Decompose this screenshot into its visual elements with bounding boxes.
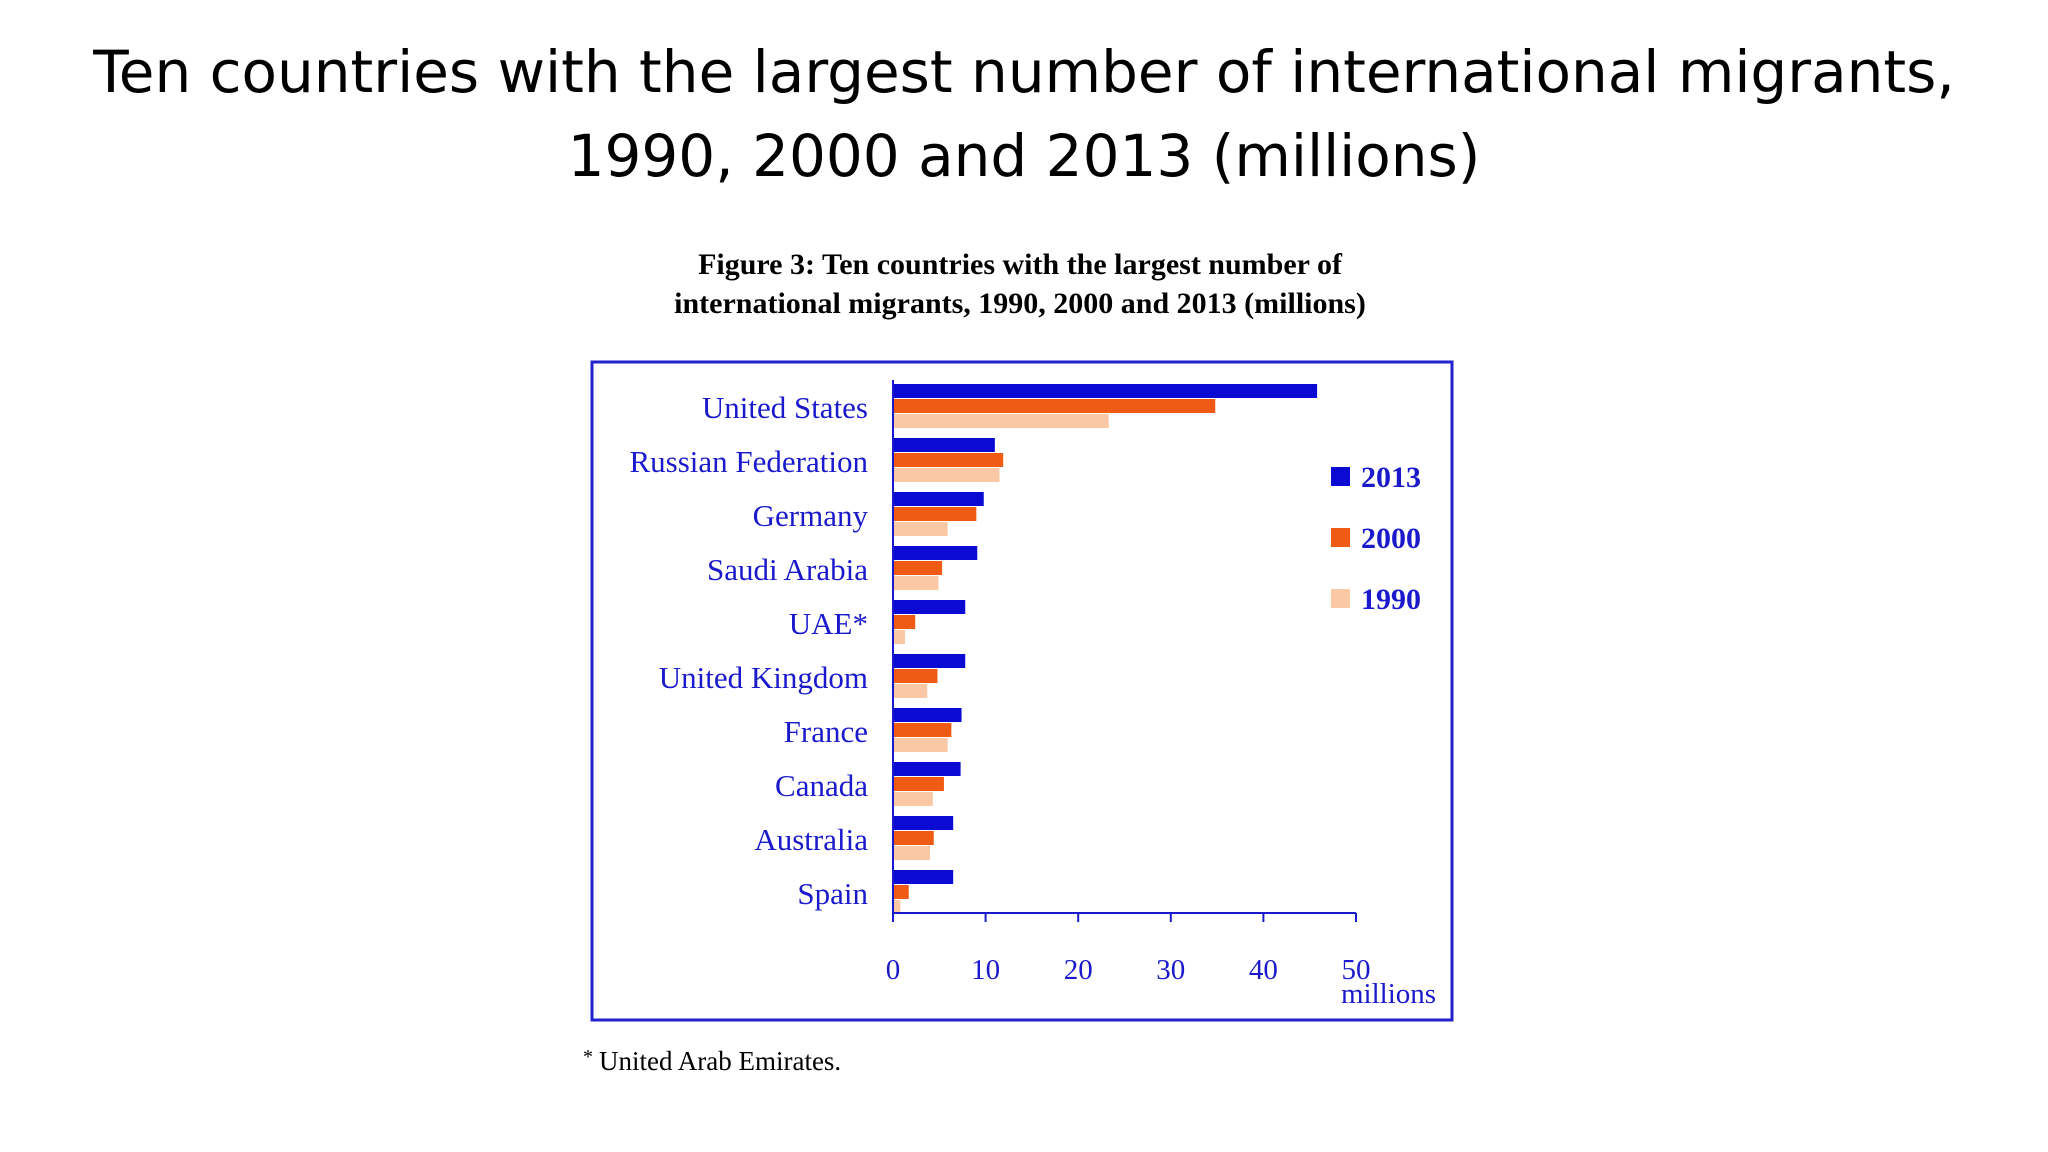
category-label: Germany — [753, 498, 869, 533]
bar-2013-7 — [893, 762, 961, 776]
category-label: United States — [702, 390, 868, 425]
bar-2000-7 — [893, 777, 944, 791]
bar-2000-3 — [893, 561, 943, 575]
bar-1990-5 — [893, 684, 928, 698]
x-tick-label: 20 — [1064, 954, 1093, 986]
footnote: * United Arab Emirates. — [583, 1046, 841, 1077]
category-label: Australia — [754, 822, 868, 857]
bar-2000-0 — [893, 399, 1216, 413]
bar-2013-2 — [893, 492, 984, 506]
category-label: Spain — [797, 876, 868, 911]
bar-2000-8 — [893, 831, 934, 845]
chart-frame — [590, 360, 1454, 1022]
bar-2013-1 — [893, 438, 995, 452]
bars-group — [893, 384, 1318, 914]
legend-swatch-1990 — [1331, 589, 1350, 608]
figure-caption: Figure 3: Ten countries with the largest… — [560, 245, 1480, 323]
bar-2013-4 — [893, 600, 966, 614]
x-tick-label: 0 — [886, 954, 901, 986]
figure-caption-line-2: international migrants, 1990, 2000 and 2… — [674, 287, 1366, 320]
category-label: Saudi Arabia — [707, 552, 868, 587]
legend-label: 2013 — [1361, 461, 1421, 494]
bar-1990-4 — [893, 630, 906, 644]
category-label: United Kingdom — [659, 660, 868, 695]
legend-swatch-2013 — [1331, 467, 1350, 486]
legend-label: 2000 — [1361, 522, 1421, 555]
footnote-text: United Arab Emirates. — [599, 1046, 842, 1076]
bar-1990-8 — [893, 846, 931, 860]
bar-2013-5 — [893, 654, 966, 668]
x-tick-label: 40 — [1249, 954, 1278, 986]
bar-1990-2 — [893, 522, 948, 536]
bar-1990-6 — [893, 738, 948, 752]
category-label: Russian Federation — [630, 444, 869, 479]
slide-title-line-1: Ten countries with the largest number of… — [93, 38, 1955, 106]
x-tick-label: 30 — [1156, 954, 1185, 986]
bar-2013-8 — [893, 816, 954, 830]
bar-1990-3 — [893, 576, 939, 590]
legend: 2013 2000 1990 — [1331, 461, 1421, 616]
x-axis-label: millions — [1341, 978, 1436, 1010]
bar-2000-5 — [893, 669, 938, 683]
bar-1990-1 — [893, 468, 1000, 482]
bar-2000-1 — [893, 453, 1004, 467]
slide-title: Ten countries with the largest number of… — [0, 30, 2048, 198]
bar-2000-6 — [893, 723, 952, 737]
legend-swatch-2000 — [1331, 528, 1350, 547]
category-label: UAE* — [789, 606, 868, 641]
bar-1990-0 — [893, 414, 1109, 428]
legend-label: 1990 — [1361, 583, 1421, 616]
footnote-mark: * — [583, 1046, 593, 1068]
bar-2000-4 — [893, 615, 916, 629]
bar-2000-9 — [893, 885, 909, 899]
x-ticks: 0 10 20 30 40 50 — [886, 913, 1371, 986]
category-labels: United States Russian Federation Germany Sa… — [630, 390, 869, 911]
category-label: France — [784, 714, 868, 749]
category-label: Canada — [775, 768, 868, 803]
bar-1990-7 — [893, 792, 933, 806]
bar-2013-3 — [893, 546, 978, 560]
bar-2013-0 — [893, 384, 1318, 398]
bar-2013-9 — [893, 870, 954, 884]
slide-title-line-2: 1990, 2000 and 2013 (millions) — [567, 122, 1481, 190]
bar-2000-2 — [893, 507, 977, 521]
x-tick-label: 50 — [1342, 954, 1371, 986]
bar-1990-9 — [893, 900, 901, 914]
x-tick-label: 10 — [971, 954, 1000, 986]
bar-2013-6 — [893, 708, 962, 722]
figure-caption-line-1: Figure 3: Ten countries with the largest… — [698, 248, 1342, 281]
